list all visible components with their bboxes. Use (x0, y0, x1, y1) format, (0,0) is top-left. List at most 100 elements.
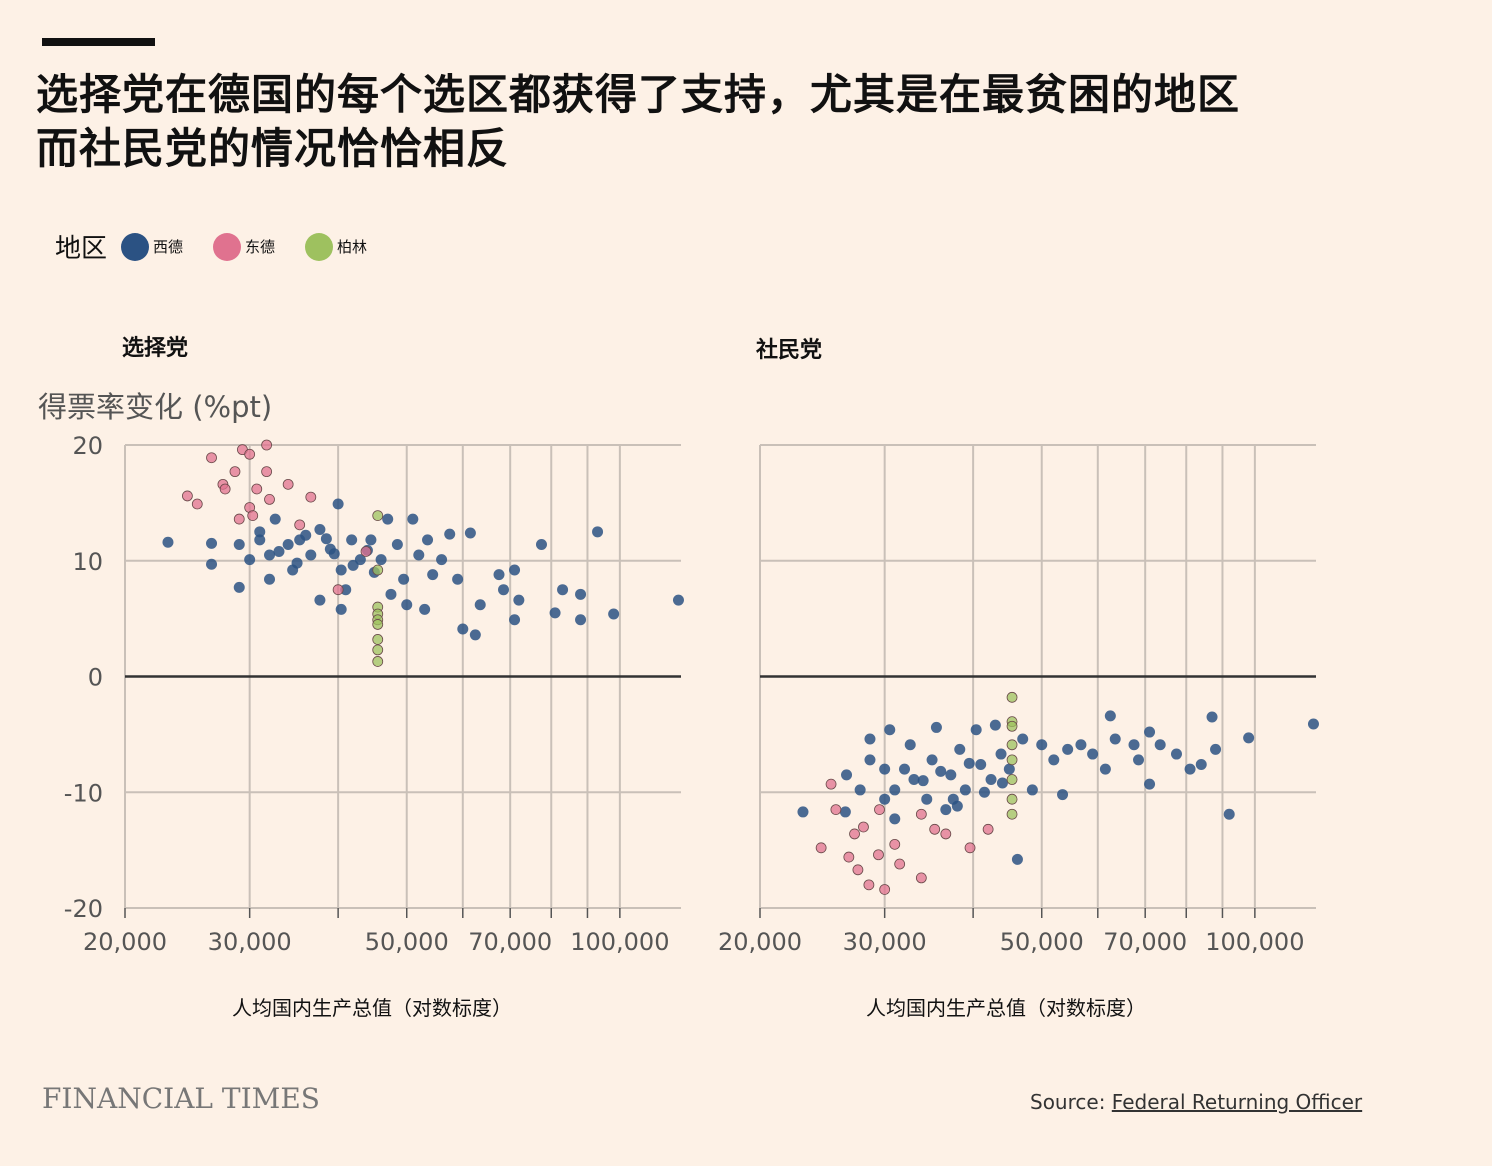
data-point (233, 513, 245, 525)
data-point (372, 656, 384, 667)
data-point (879, 763, 891, 775)
data-point (1062, 743, 1074, 755)
data-point (930, 721, 942, 733)
data-point (469, 629, 481, 641)
data-point (1006, 691, 1018, 703)
data-point (264, 494, 275, 505)
data-point (989, 719, 1001, 731)
data-point (1144, 778, 1156, 790)
data-point (1170, 748, 1182, 760)
data-point (951, 800, 963, 812)
x-tick-label: 50,000 (1000, 928, 1084, 956)
data-point (269, 513, 281, 525)
data-point (863, 879, 875, 891)
data-point (365, 534, 377, 546)
data-point (422, 534, 434, 546)
legend-dot-icon (305, 232, 334, 261)
data-point (1036, 739, 1048, 751)
data-point (407, 513, 419, 525)
data-point (444, 528, 456, 540)
data-point (608, 608, 620, 620)
data-point (391, 539, 403, 551)
data-point (335, 564, 347, 576)
title-line-2: 而社民党的情况恰恰相反 (36, 124, 510, 173)
data-point (335, 603, 347, 615)
panel-title-afd: 选择党 (122, 336, 189, 361)
data-point (457, 623, 469, 635)
x-tick-label: 30,000 (208, 928, 292, 956)
data-point (360, 546, 372, 557)
data-point (513, 594, 525, 606)
data-point (592, 526, 604, 538)
data-point (879, 884, 891, 895)
data-point (935, 765, 947, 777)
data-point (978, 786, 990, 798)
data-point (889, 784, 901, 796)
legend: 地区 西德 东德 柏林 (55, 228, 397, 265)
legend-item-west: 西德 (121, 232, 184, 261)
data-point (864, 754, 876, 766)
data-point (436, 554, 448, 566)
data-point (929, 823, 941, 835)
data-point (372, 634, 384, 645)
data-point (385, 588, 397, 600)
data-point (282, 539, 294, 551)
data-point (372, 644, 384, 656)
data-point (247, 510, 259, 522)
data-point (959, 784, 971, 796)
data-point (332, 498, 344, 510)
data-point (917, 775, 929, 787)
data-point (206, 558, 218, 570)
data-point (849, 828, 860, 840)
data-point (452, 573, 464, 585)
data-point (464, 527, 476, 539)
data-point (873, 849, 884, 861)
data-point (401, 599, 413, 611)
legend-item-label: 东德 (245, 238, 276, 256)
data-point (797, 806, 809, 818)
data-point (372, 510, 384, 522)
data-point (291, 557, 303, 569)
source-link[interactable]: Federal Returning Officer (1111, 1090, 1363, 1114)
data-point (940, 828, 952, 840)
data-point (1128, 739, 1140, 751)
data-point (1087, 748, 1099, 760)
data-point (1307, 718, 1319, 730)
data-point (915, 872, 927, 884)
data-point (575, 614, 587, 626)
data-point (261, 439, 273, 451)
data-point (940, 804, 952, 816)
chart-title: 选择党在德国的每个选区都获得了支持，尤其是在最贫困的地区 而社民党的情况恰恰相反 (36, 68, 1240, 176)
data-point (889, 813, 901, 825)
data-point (372, 564, 384, 576)
legend-item-east: 东德 (213, 232, 276, 261)
data-point (300, 529, 312, 541)
legend-item-label: 西德 (153, 238, 184, 256)
data-point (398, 573, 410, 585)
data-point (879, 793, 891, 805)
data-point (1057, 789, 1069, 801)
x-tick-label: 70,000 (1103, 928, 1187, 956)
data-point (884, 724, 896, 736)
data-point (305, 549, 317, 561)
data-point (1104, 710, 1116, 722)
x-axis-label-right: 人均国内生产总值（对数标度） (866, 996, 1146, 1020)
data-point (1006, 793, 1018, 805)
data-point (244, 554, 256, 566)
data-point (264, 573, 276, 585)
data-point (1026, 784, 1038, 796)
data-point (347, 559, 359, 571)
legend-item-berlin: 柏林 (305, 232, 367, 261)
data-point (1144, 726, 1156, 738)
data-point (825, 778, 837, 790)
data-point (1195, 758, 1207, 770)
data-point (841, 769, 853, 781)
data-point (889, 838, 901, 850)
data-point (964, 842, 976, 854)
data-point (995, 748, 1007, 760)
data-point (1099, 763, 1111, 775)
data-point (899, 763, 911, 775)
data-point (413, 549, 425, 561)
data-point (575, 588, 587, 600)
